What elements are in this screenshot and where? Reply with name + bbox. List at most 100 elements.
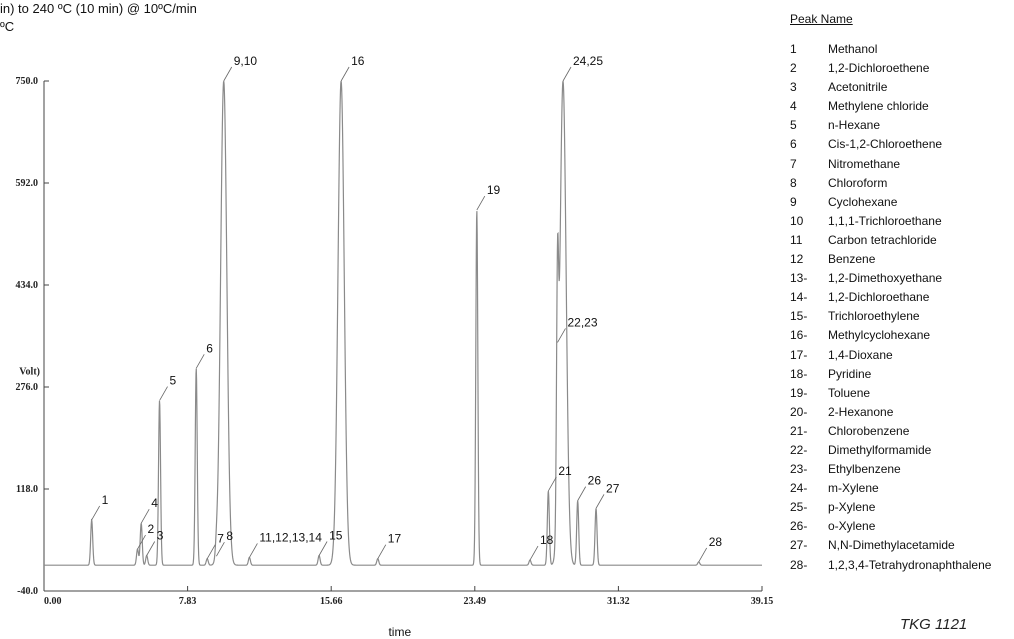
legend-item-number: 20- [790,404,808,419]
y-tick-label: 750.0 [16,76,39,87]
y-tick-label: 118.0 [16,484,38,495]
peak-leader-line [547,476,557,492]
legend-item-name: 2-Hexanone [828,404,894,419]
peak-label: 5 [170,374,177,388]
legend-item: 15- Trichloroethylene [790,307,1012,326]
peak-label: 2 [148,522,155,536]
legend-item-name: Acetonitrile [828,80,888,95]
legend-item: 28- 1,2,3,4-Tetrahydronaphthalene [790,556,1012,575]
legend-item-number: 8 [790,175,797,190]
legend-item-number: 9 [790,194,797,209]
x-axis-label: time [388,625,411,639]
legend-item-name: o-Xylene [828,519,876,534]
legend-item: 7 Nitromethane [790,155,1012,174]
legend-item-name: 1,4-Dioxane [828,347,893,362]
peak-label: 11,12,13,14 [259,530,322,544]
legend-item-number: 21- [790,423,808,438]
legend-item: 13- 1,2-Dimethoxyethane [790,269,1012,288]
legend-item-number: 28- [790,557,808,572]
peak-leader-line [595,494,605,509]
legend-item-number: 16- [790,328,808,343]
peak-leader-line [216,541,225,557]
peak-label: 27 [606,481,620,495]
x-tick-label: 23.49 [464,596,487,607]
legend-item: 3 Acetonitrile [790,78,1012,97]
peak-label: 24,25 [573,54,603,68]
peak-label: 16 [351,54,365,68]
legend-item-name: Pyridine [828,366,872,381]
peak-label: 9,10 [234,54,258,68]
legend-item-name: Toluene [828,385,871,400]
method-conditions-line: in) to 240 ºC (10 min) @ 10ºC/min [0,1,197,16]
legend-item-number: 1 [790,42,797,56]
peak-leader-line [223,66,233,82]
peak-leader-line [206,544,216,559]
legend-item-name: Dimethylformamide [828,442,932,457]
legend-item-name: Benzene [828,252,876,267]
legend-item-number: 3 [790,80,797,95]
peak-leader-line [529,545,539,561]
legend-item: 27- N,N-Dimethylacetamide [790,536,1012,555]
legend-item: 22- Dimethylformamide [790,441,1012,460]
legend-item-number: 26- [790,519,808,534]
legend-item-number: 7 [790,156,797,171]
legend-item-name: 1,2-Dichloroethene [828,61,930,76]
peak-label: 18 [540,533,554,547]
chart-axes [43,81,762,592]
peak-legend: Peak Name 1 Methanol 2 1,2-Dichloroethene 3 A… [790,12,1012,575]
legend-item-number: 4 [790,99,797,114]
peak-label: 28 [709,535,723,549]
legend-item: 21- Chlorobenzene [790,422,1012,441]
y-tick-label: -40.0 [17,586,38,597]
legend-item-number: 25- [790,500,808,515]
peak-label: 3 [157,528,164,542]
legend-list: 1 Methanol 2 1,2-Dichloroethene 3 Acetonitril… [790,40,1012,575]
legend-item-number: 5 [790,118,797,133]
legend-item: 6 Cis-1,2-Chloroethene [790,135,1012,154]
legend-item-number: 15- [790,309,808,324]
x-tick-label: 7.83 [179,596,197,607]
legend-item-name: N,N-Dimethylacetamide [828,538,955,553]
legend-item-name: n-Hexane [828,118,881,133]
legend-item-name: m-Xylene [828,481,879,496]
legend-item-name: 1,2-Dichloroethane [828,290,930,305]
legend-item-number: 27- [790,538,808,553]
legend-item: 26- o-Xylene [790,517,1012,536]
legend-item-number: 19- [790,385,808,400]
x-tick-label: 0.00 [44,596,62,607]
peak-label: 26 [588,474,602,488]
peak-label: 6 [206,341,213,355]
peak-label: 19 [487,183,501,197]
peak-label: 8 [226,529,233,543]
peak-leader-line [340,66,350,82]
legend-item-name: Chloroform [828,175,888,190]
peak-label: 4 [151,496,158,510]
peak-label: 1 [102,493,109,507]
legend-item: 20- 2-Hexanone [790,403,1012,422]
peak-leader-line [146,541,156,556]
legend-item: 25- p-Xylene [790,498,1012,517]
legend-item: 17- 1,4-Dioxane [790,346,1012,365]
legend-item-name: Ethylbenzene [828,462,901,477]
legend-item: 4 Methylene chloride [790,97,1012,116]
legend-item-number: 6 [790,137,797,152]
legend-item-name: 1,2,3,4-Tetrahydronaphthalene [828,557,992,572]
legend-item: 8 Chloroform [790,174,1012,193]
legend-item: 5 n-Hexane [790,116,1012,135]
peak-leader-line [137,534,146,550]
legend-item-name: Nitromethane [828,156,901,171]
method-temperature-line: ºC [0,19,15,34]
legend-item-name: Carbon tetrachloride [828,232,937,247]
legend-item-number: 14- [790,290,808,305]
legend-item-number: 2 [790,61,797,76]
legend-item-name: Methanol [828,42,878,56]
legend-item-number: 22- [790,442,808,457]
peak-leader-line [377,544,387,559]
legend-item-name: Cis-1,2-Chloroethene [828,137,943,152]
legend-item-number: 12 [790,252,804,267]
x-tick-label: 39.15 [751,596,774,607]
peak-label: 22,23 [568,315,598,329]
y-axis-label: Volt) [19,367,40,378]
